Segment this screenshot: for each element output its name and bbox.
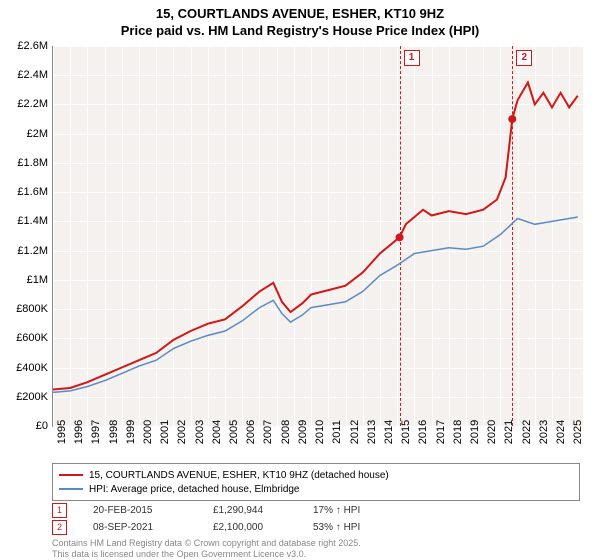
x-tick: 2014 [383,420,395,444]
footer: Contains HM Land Registry data © Crown c… [52,538,361,560]
marker-id-box: 1 [52,503,67,518]
x-tick: 2016 [417,420,429,444]
y-tick: £2.6M [17,40,48,52]
series-svg [53,46,583,426]
marker-price: £2,100,000 [213,522,313,533]
x-tick: 2007 [262,420,274,444]
y-tick: £400K [16,362,48,374]
marker-date: 08-SEP-2021 [93,522,213,533]
marker-pct: 53% ↑ HPI [313,522,413,533]
legend-label-1: 15, COURTLANDS AVENUE, ESHER, KT10 9HZ (… [89,470,389,481]
legend-label-2: HPI: Average price, detached house, Elmb… [89,484,300,495]
y-tick: £1.8M [17,157,48,169]
y-tick: £1M [27,274,48,286]
x-tick: 2021 [503,420,515,444]
x-tick: 2000 [142,420,154,444]
x-tick: 2003 [194,420,206,444]
x-tick: 2005 [228,420,240,444]
marker-date: 20-FEB-2015 [93,505,213,516]
x-tick: 2001 [159,420,171,444]
y-tick: £2.2M [17,98,48,110]
x-tick: 2002 [176,420,188,444]
y-tick: £1.2M [17,245,48,257]
x-tick: 2025 [572,420,584,444]
x-tick: 2004 [211,420,223,444]
y-tick: £0 [36,420,48,432]
marker-id-box: 2 [52,520,67,535]
title-block: 15, COURTLANDS AVENUE, ESHER, KT10 9HZ P… [0,0,600,40]
y-tick: £2M [27,128,48,140]
legend: 15, COURTLANDS AVENUE, ESHER, KT10 9HZ (… [52,463,580,501]
marker-row: 2 08-SEP-2021£2,100,00053% ↑ HPI [52,519,413,536]
title-line-1: 15, COURTLANDS AVENUE, ESHER, KT10 9HZ [0,6,600,23]
y-tick: £1.4M [17,215,48,227]
x-tick: 1997 [90,420,102,444]
x-tick: 1995 [56,420,68,444]
x-tick: 2022 [521,420,533,444]
chart-container: 15, COURTLANDS AVENUE, ESHER, KT10 9HZ P… [0,0,600,560]
legend-swatch-2 [59,488,83,490]
x-tick: 2009 [297,420,309,444]
x-tick: 2006 [245,420,257,444]
x-tick: 2017 [435,420,447,444]
footer-line-1: Contains HM Land Registry data © Crown c… [52,538,361,549]
x-tick: 2020 [486,420,498,444]
marker-table: 1 20-FEB-2015£1,290,94417% ↑ HPI 2 08-SEP-2… [52,502,413,536]
x-tick: 2012 [349,420,361,444]
marker-price: £1,290,944 [213,505,313,516]
legend-row-1: 15, COURTLANDS AVENUE, ESHER, KT10 9HZ (… [59,468,573,482]
legend-swatch-1 [59,474,83,476]
x-tick: 1999 [125,420,137,444]
x-tick: 2018 [452,420,464,444]
y-tick: £1.6M [17,186,48,198]
y-tick: £200K [16,391,48,403]
x-tick: 1996 [73,420,85,444]
title-line-2: Price paid vs. HM Land Registry's House … [0,23,600,40]
y-tick: £600K [16,332,48,344]
legend-row-2: HPI: Average price, detached house, Elmb… [59,482,573,496]
x-tick: 2024 [555,420,567,444]
x-tick: 1998 [108,420,120,444]
x-tick: 2010 [314,420,326,444]
x-tick: 2019 [469,420,481,444]
marker-dot-2 [508,115,516,123]
marker-row: 1 20-FEB-2015£1,290,94417% ↑ HPI [52,502,413,519]
x-tick: 2015 [400,420,412,444]
x-tick: 2013 [366,420,378,444]
x-tick: 2011 [331,420,343,444]
marker-pct: 17% ↑ HPI [313,505,413,516]
x-tick: 2023 [538,420,550,444]
y-tick: £800K [16,303,48,315]
y-tick: £2.4M [17,69,48,81]
footer-line-2: This data is licensed under the Open Gov… [52,549,361,560]
x-tick: 2008 [280,420,292,444]
series-line-1 [53,217,578,392]
plot-area: 12 [52,46,583,427]
marker-dot-1 [396,233,404,241]
